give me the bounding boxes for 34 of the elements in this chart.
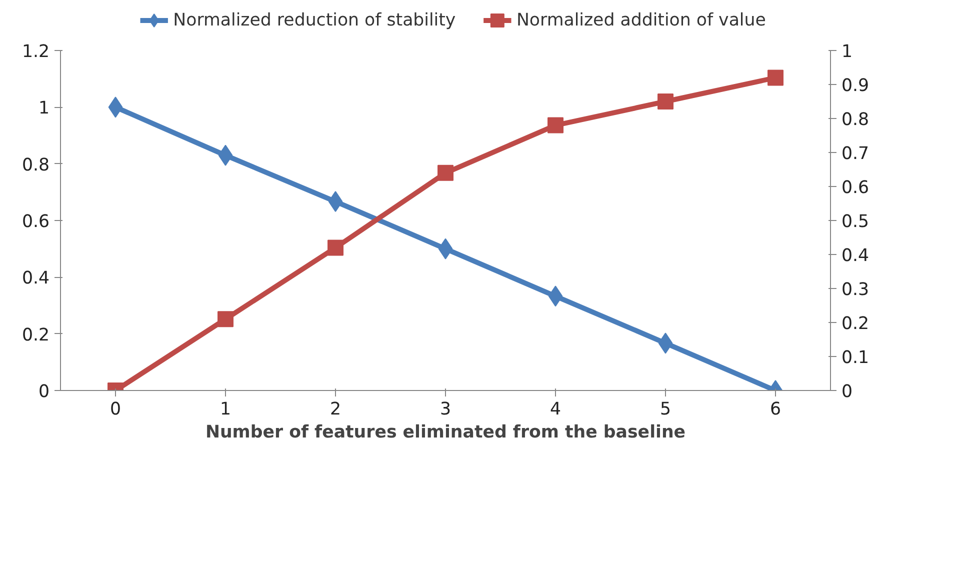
y2-tick-label: 0.6 — [842, 178, 870, 198]
x-tick-label: 4 — [550, 400, 562, 420]
point — [768, 70, 784, 86]
y2-tick-label: 0.1 — [842, 348, 870, 368]
y2-tick-label: 0.3 — [842, 280, 870, 300]
point — [548, 117, 564, 134]
legend-label: Normalized reduction of stability — [173, 10, 456, 30]
point — [218, 311, 234, 328]
x-tick-label: 6 — [770, 400, 782, 420]
y2-tick-label: 0.4 — [842, 246, 870, 266]
y2-tick-label: 0.8 — [842, 110, 870, 130]
y-tick-label: 0 — [38, 382, 50, 402]
y-tick-label: 1.2 — [22, 42, 50, 62]
y2-tick-label: 0.9 — [842, 76, 870, 96]
x-tick-label: 2 — [330, 400, 342, 420]
point — [658, 94, 674, 110]
y-tick-label: 0.6 — [22, 212, 50, 232]
legend-label: Normalized addition of value — [516, 10, 766, 30]
x-axis-title: Number of features eliminated from the baseline — [205, 422, 686, 442]
y-tick-label: 0.4 — [22, 268, 50, 289]
x-tick-label: 0 — [110, 400, 122, 420]
y2-tick-label: 0.7 — [842, 144, 870, 164]
y-tick-label: 0.8 — [22, 155, 50, 176]
point — [438, 164, 454, 181]
x-tick-label: 3 — [440, 400, 452, 420]
point — [328, 240, 344, 256]
y2-tick-label: 0.5 — [842, 212, 870, 232]
x-tick-label: 1 — [220, 400, 232, 420]
y-tick-label: 1 — [38, 98, 50, 119]
y-tick-label: 0.2 — [22, 325, 50, 346]
y2-tick-label: 0.2 — [842, 314, 870, 334]
x-tick-label: 5 — [660, 400, 672, 420]
y2-tick-label: 1 — [842, 42, 853, 62]
y2-tick-label: 0 — [842, 382, 853, 402]
